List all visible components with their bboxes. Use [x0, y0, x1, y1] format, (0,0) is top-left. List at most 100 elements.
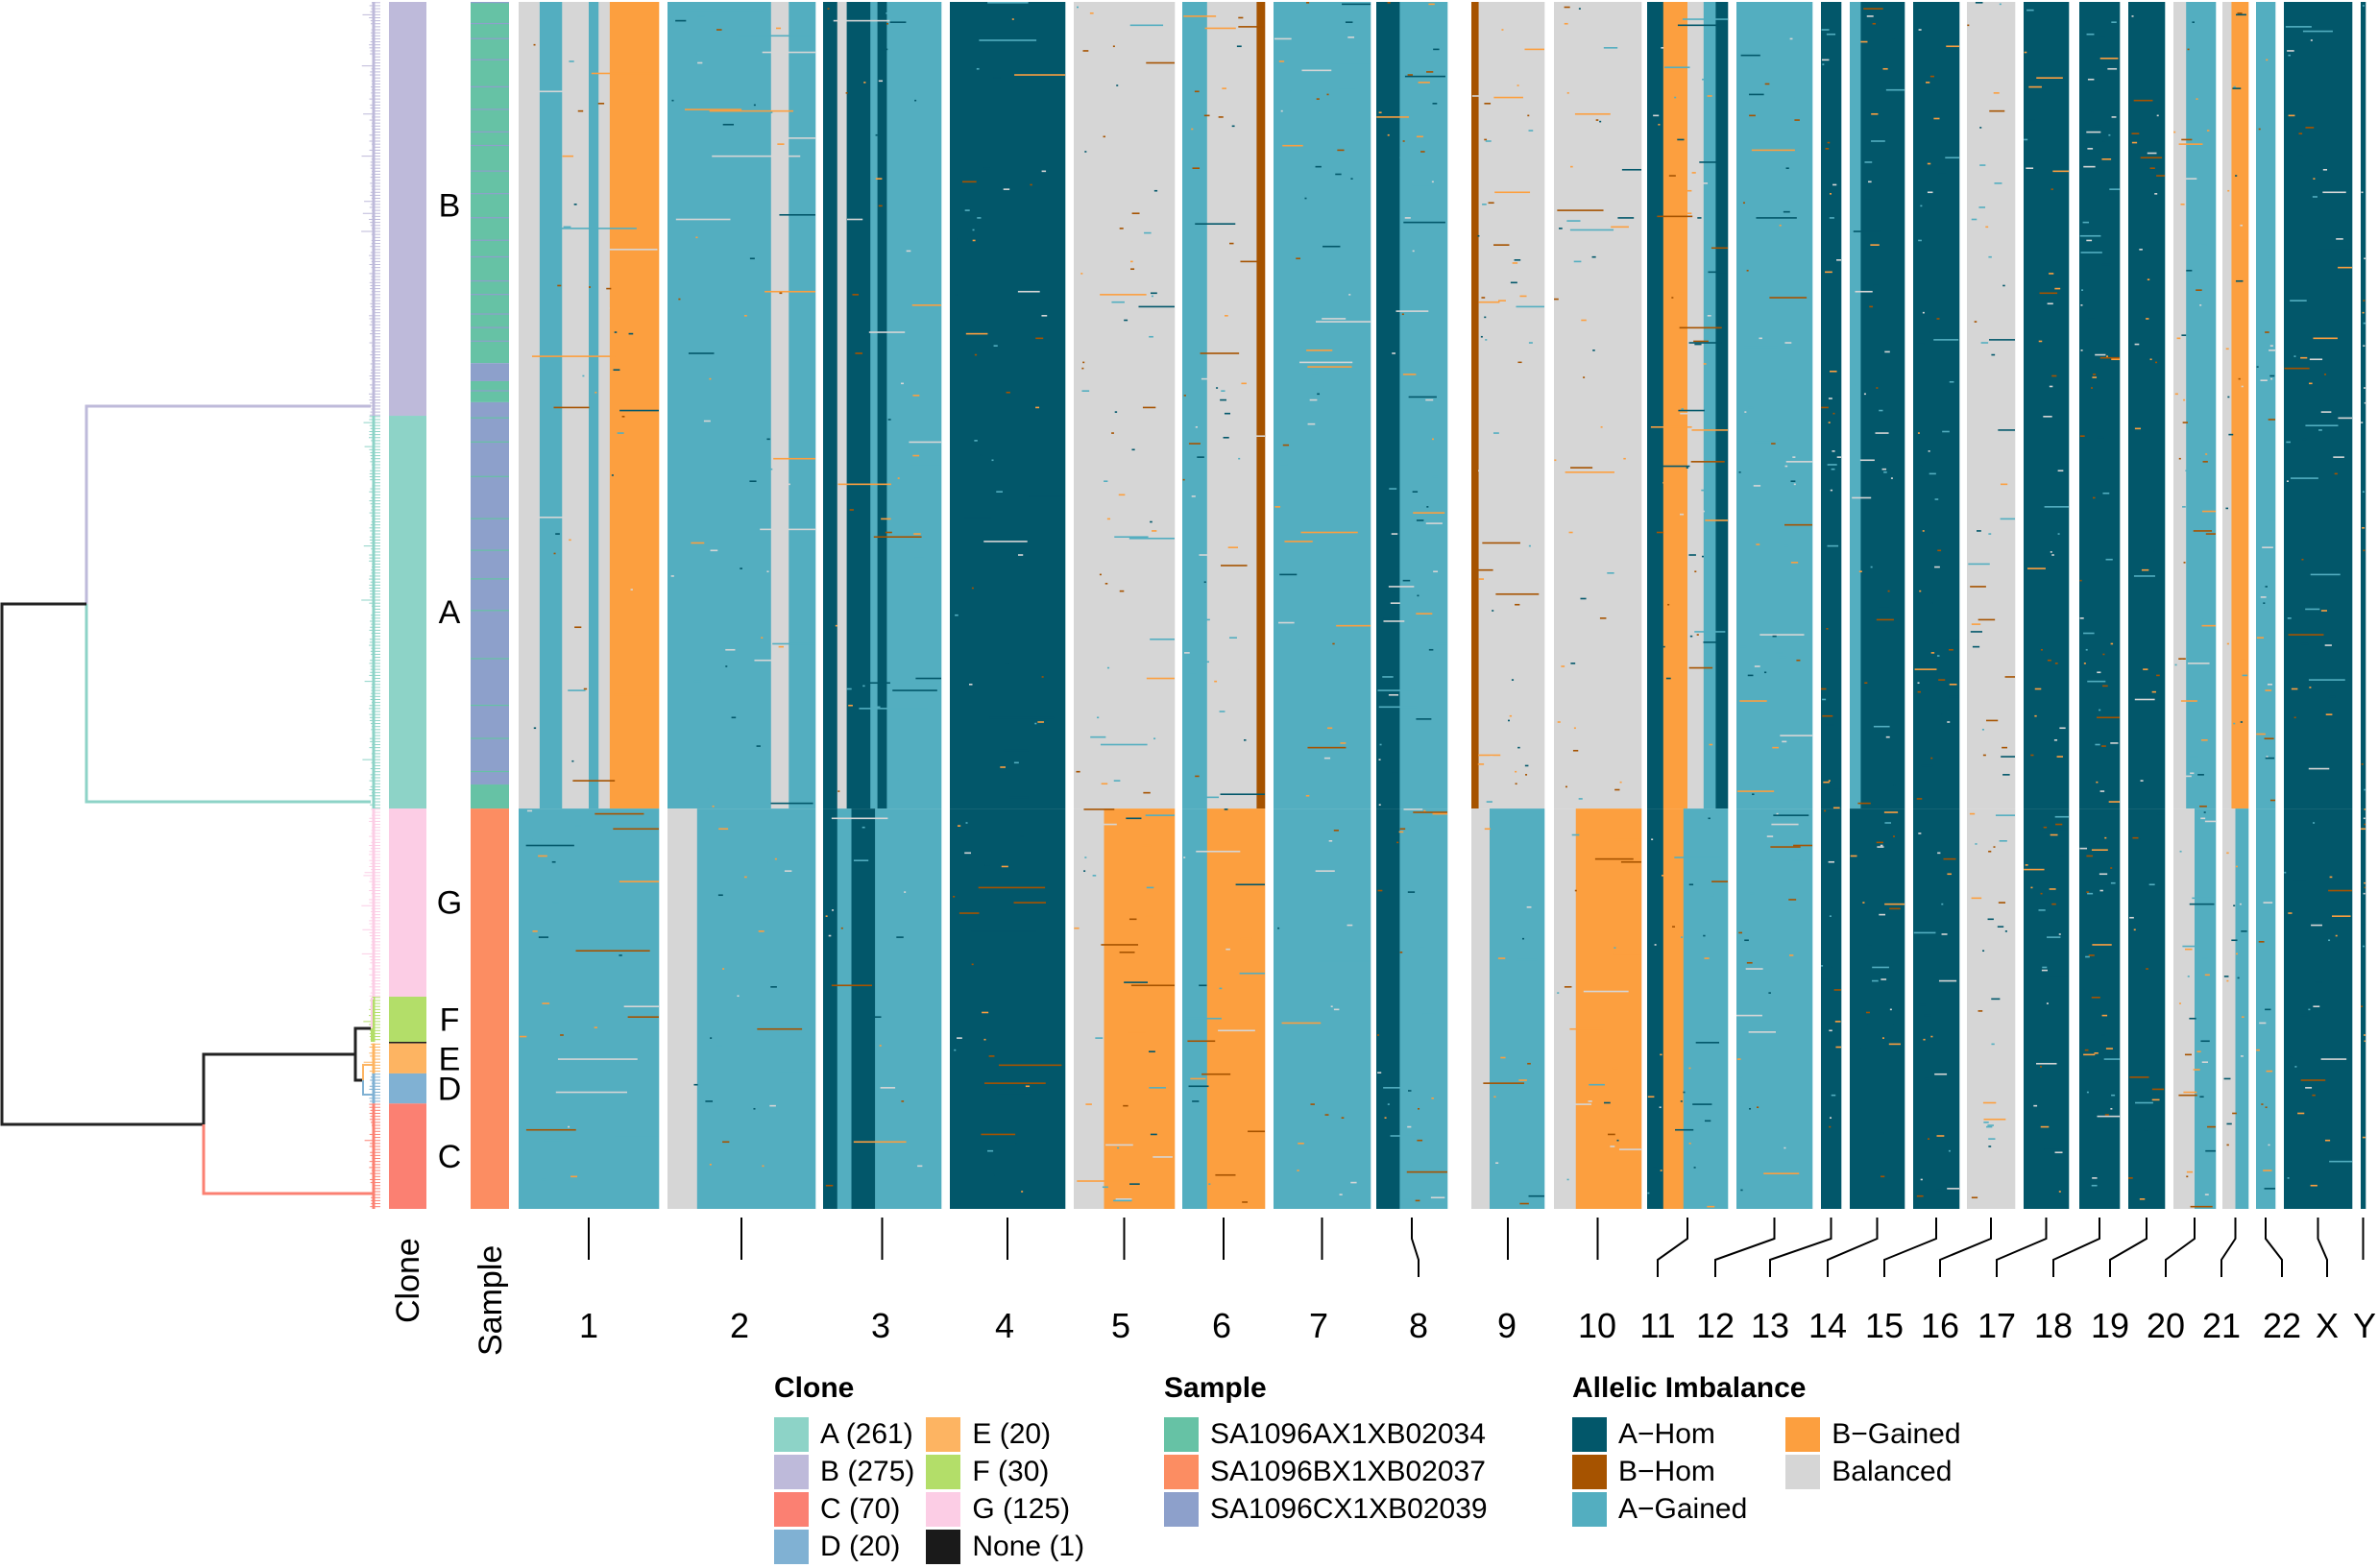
- heatmap-cell-streak: [2087, 148, 2094, 150]
- heatmap-cell-streak: [1928, 1138, 1930, 1140]
- heatmap-cell-streak: [989, 716, 1055, 719]
- heatmap-cell-streak: [2364, 886, 2366, 889]
- heatmap-cell-streak: [1885, 88, 1905, 91]
- heatmap-cell-streak: [1484, 761, 1489, 764]
- heatmap-cell-streak: [2256, 637, 2265, 639]
- heatmap-cell-streak: [835, 624, 837, 627]
- heatmap-cell-streak: [2313, 337, 2338, 340]
- heatmap-cell-streak: [2308, 679, 2345, 681]
- heatmap-cell-streak: [737, 684, 740, 686]
- heatmap-cell-streak: [1796, 659, 1801, 662]
- heatmap-cell-streak: [575, 825, 582, 827]
- chromosome-label-18: 18: [2034, 1306, 2073, 1345]
- heatmap-cell-streak: [1656, 531, 1664, 534]
- heatmap-cell-streak: [2180, 926, 2184, 928]
- heatmap-cell-streak: [2084, 1088, 2087, 1091]
- heatmap-cell-streak: [1571, 833, 1580, 836]
- heatmap-cell-streak: [1759, 337, 1762, 340]
- heatmap-cell-streak: [2134, 698, 2155, 701]
- heatmap-cell-streak: [1296, 257, 1300, 260]
- heatmap-cell-streak: [2260, 329, 2266, 332]
- heatmap-cell-streak: [1526, 905, 1532, 908]
- legend-swatch: [926, 1454, 961, 1489]
- heatmap-cell-streak: [2110, 881, 2116, 884]
- heatmap-segment: [1683, 808, 1729, 1209]
- heatmap-cell-streak: [770, 802, 813, 805]
- sample-bar-stripe: [471, 475, 509, 477]
- chromosome-label-Y: Y: [2353, 1306, 2376, 1345]
- heatmap-cell-streak: [688, 352, 715, 354]
- heatmap-cell-streak: [776, 83, 779, 85]
- chromosome-column-6: [1182, 2, 1266, 1209]
- heatmap-cell-streak: [2264, 737, 2274, 740]
- heatmap-cell-streak: [1347, 924, 1353, 927]
- heatmap-segment: [1715, 2, 1729, 809]
- heatmap-cell-streak: [1619, 781, 1622, 784]
- heatmap-cell-streak: [1746, 1168, 1753, 1170]
- heatmap-cell-streak: [1402, 579, 1411, 582]
- heatmap-cell-streak: [2088, 318, 2095, 320]
- heatmap-cell-streak: [619, 409, 659, 412]
- heatmap-cell-streak: [2149, 167, 2155, 170]
- heatmap-cell-streak: [2199, 304, 2202, 306]
- heatmap-cell-streak: [1870, 566, 1873, 568]
- heatmap-cell-streak: [1564, 603, 1566, 606]
- heatmap-cell-streak: [2002, 774, 2010, 776]
- clone-axis-label: Clone: [390, 1238, 426, 1323]
- heatmap-cell-streak: [2232, 1112, 2237, 1115]
- heatmap-cell-streak: [1298, 1143, 1304, 1145]
- heatmap-cell-streak: [2057, 533, 2060, 535]
- heatmap-cell-streak: [1980, 342, 1989, 344]
- heatmap-cell-streak: [764, 290, 815, 293]
- heatmap-cell-streak: [2204, 1194, 2209, 1195]
- heatmap-cell-streak: [1677, 138, 1685, 141]
- heatmap-cell-streak: [991, 459, 994, 462]
- heatmap-cell-streak: [2361, 1005, 2364, 1008]
- heatmap-cell-streak: [2026, 119, 2035, 121]
- heatmap-cell-streak: [766, 570, 769, 573]
- heatmap-cell-streak: [2298, 133, 2303, 134]
- heatmap-cell-streak: [1076, 6, 1079, 9]
- heatmap-cell-streak: [1274, 37, 1292, 40]
- heatmap-cell-streak: [1709, 894, 1714, 897]
- heatmap-cell-streak: [1515, 770, 1517, 773]
- heatmap-cell-streak: [2361, 828, 2366, 831]
- heatmap-cell-streak: [1858, 570, 1862, 573]
- heatmap-cell-streak: [2086, 131, 2101, 133]
- heatmap-cell-streak: [1323, 757, 1331, 760]
- heatmap-cell-streak: [1090, 736, 1106, 738]
- heatmap-cell-streak: [2363, 892, 2366, 895]
- heatmap-cell-streak: [525, 1128, 576, 1131]
- heatmap-cell-streak: [1753, 485, 1761, 487]
- heatmap-cell-streak: [2269, 345, 2273, 347]
- heatmap-cell-streak: [2297, 1112, 2305, 1115]
- heatmap-cell-streak: [1471, 95, 1480, 97]
- heatmap-cell-streak: [1662, 481, 1665, 484]
- heatmap-segment: [1913, 808, 1960, 1209]
- legend-swatch: [774, 1491, 809, 1527]
- heatmap-cell-streak: [2086, 891, 2090, 893]
- heatmap-cell-streak: [2331, 915, 2351, 917]
- heatmap-cell-streak: [1921, 764, 1933, 767]
- heatmap-cell-streak: [2026, 167, 2034, 170]
- heatmap-cell-streak: [560, 1034, 564, 1036]
- heatmap-cell-streak: [2361, 763, 2364, 765]
- heatmap-cell-streak: [2200, 1040, 2210, 1043]
- heatmap-cell-streak: [1565, 471, 1614, 473]
- heatmap-cell-streak: [1557, 209, 1604, 211]
- sample-bar-stripe: [471, 85, 509, 87]
- heatmap-cell-streak: [1829, 217, 1834, 219]
- heatmap-segment: [2361, 2, 2366, 809]
- heatmap-cell-streak: [561, 228, 637, 229]
- heatmap-cell-streak: [2265, 1008, 2271, 1011]
- heatmap-cell-streak: [2233, 722, 2236, 725]
- heatmap-cell-streak: [1991, 353, 1996, 356]
- heatmap-cell-streak: [2156, 674, 2160, 677]
- heatmap-cell-streak: [1658, 123, 1661, 126]
- sample-bar-stripe: [471, 578, 509, 580]
- heatmap-cell-streak: [1111, 301, 1125, 303]
- heatmap-cell-streak: [1379, 743, 1382, 746]
- heatmap-cell-streak: [2226, 1122, 2232, 1125]
- heatmap-cell-streak: [1769, 297, 1808, 299]
- heatmap-cell-streak: [2261, 1103, 2264, 1105]
